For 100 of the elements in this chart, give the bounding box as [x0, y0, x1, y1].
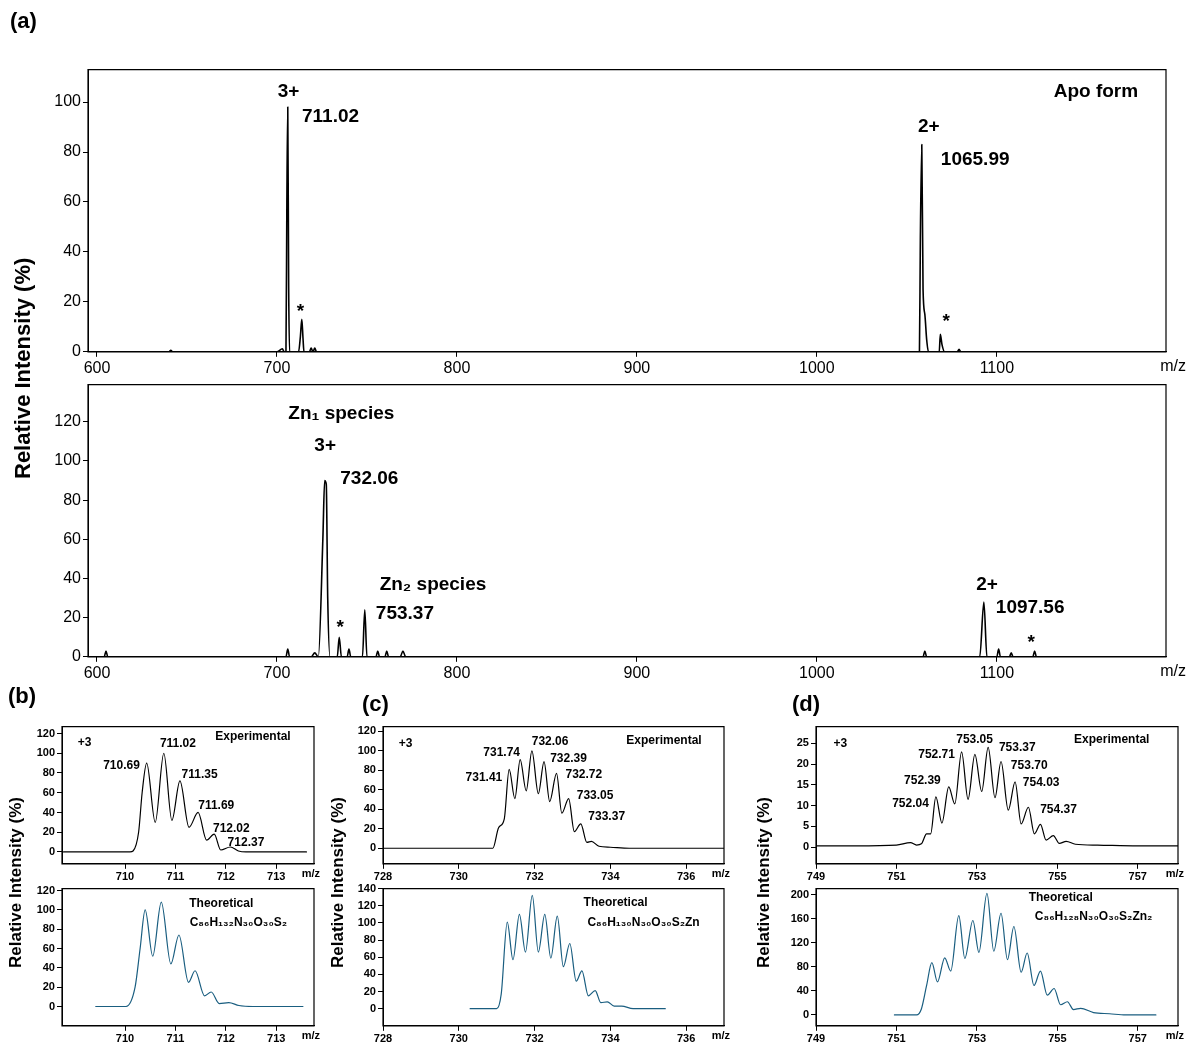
- x-axis-title: m/z: [711, 1029, 731, 1042]
- chart-title: (a): [10, 8, 37, 34]
- y-tick-label: 140: [357, 881, 376, 894]
- x-tick-label: 700: [263, 663, 291, 681]
- x-tick-label: 734: [601, 1032, 621, 1045]
- annotation: 753.37: [375, 602, 434, 624]
- annotation: 754.37: [1040, 801, 1078, 816]
- x-tick-label: 1000: [799, 663, 835, 681]
- y-tick-label: 20: [63, 292, 82, 310]
- annotation: +3: [398, 736, 413, 751]
- x-tick-label: 800: [443, 358, 471, 376]
- annotation: 731.74: [483, 745, 521, 760]
- x-axis-title: m/z: [1165, 867, 1185, 880]
- y-tick-label: 40: [42, 960, 55, 973]
- y-tick-label: 100: [36, 902, 55, 915]
- y-tick-label: 40: [363, 967, 376, 980]
- x-tick-label: 713: [267, 870, 286, 883]
- chart-title: (d): [792, 691, 821, 717]
- annotation: Theoretical: [189, 896, 254, 911]
- y-tick-label: 80: [363, 933, 376, 946]
- annotation: Apo form: [1053, 80, 1139, 102]
- y-tick-label: 60: [363, 782, 376, 795]
- y-tick-label: 40: [63, 242, 82, 260]
- y-tick-label: 80: [42, 766, 55, 779]
- annotation: 752.39: [904, 772, 942, 787]
- y-axis-title: Relative Intensity (%): [328, 796, 348, 971]
- annotation: 753.05: [956, 731, 994, 746]
- annotation: 2+: [976, 572, 998, 594]
- y-tick-label: 0: [72, 647, 82, 665]
- annotation: 711.35: [181, 767, 218, 782]
- annotation: C₈₆H₁₃₀N₃₀O₃₀S₂Zn: [587, 915, 700, 930]
- y-tick-label: 0: [802, 1008, 809, 1020]
- x-tick-label: 755: [1048, 1032, 1067, 1045]
- x-tick-label: 751: [887, 870, 906, 883]
- x-tick-label: 734: [601, 870, 621, 883]
- y-tick-label: 80: [63, 142, 82, 160]
- annotation: 754.03: [1022, 775, 1060, 790]
- x-tick-label: 757: [1128, 870, 1147, 883]
- annotation: 712.02: [212, 820, 251, 835]
- x-tick-label: 711: [166, 1032, 185, 1045]
- annotation: 1065.99: [940, 147, 1010, 169]
- y-tick-label: 160: [790, 911, 809, 924]
- x-tick-label: 713: [267, 1032, 286, 1045]
- x-tick-label: 728: [373, 870, 393, 883]
- annotation: 712.37: [227, 835, 265, 850]
- y-tick-label: 10: [796, 798, 809, 811]
- x-tick-label: 900: [623, 663, 651, 681]
- y-axis-title: Relative Intensity (%): [10, 256, 36, 481]
- annotation: 711.69: [198, 797, 235, 812]
- annotation: 753.37: [998, 740, 1036, 755]
- y-tick-label: 100: [357, 743, 376, 756]
- y-tick-label: 80: [796, 959, 809, 972]
- x-tick-label: 712: [216, 870, 235, 883]
- y-tick-label: 20: [42, 980, 55, 993]
- x-axis-title: m/z: [711, 867, 731, 880]
- x-tick-label: 800: [443, 663, 471, 681]
- annotation: *: [336, 615, 345, 637]
- annotation: 2+: [918, 115, 940, 137]
- x-tick-label: 1100: [979, 358, 1015, 376]
- y-tick-label: 80: [363, 763, 376, 776]
- x-tick-label: 749: [806, 870, 826, 883]
- y-tick-label: 20: [796, 757, 809, 770]
- y-tick-label: 40: [363, 802, 376, 815]
- x-tick-label: 710: [115, 870, 135, 883]
- y-tick-label: 60: [63, 192, 82, 210]
- x-axis-title: m/z: [1160, 357, 1186, 375]
- y-tick-label: 0: [369, 1001, 376, 1014]
- y-tick-label: 100: [54, 451, 82, 469]
- annotation: Experimental: [1074, 732, 1150, 747]
- annotation: 710.69: [103, 758, 141, 773]
- x-tick-label: 755: [1048, 870, 1067, 883]
- annotation: 1097.56: [995, 596, 1065, 618]
- x-tick-label: 600: [83, 663, 111, 681]
- annotation: C₈₆H₁₃₂N₃₀O₃₀S₂: [189, 914, 288, 929]
- x-axis-title: m/z: [1160, 662, 1186, 680]
- annotation: 711.02: [302, 105, 360, 127]
- y-tick-label: 60: [42, 941, 55, 954]
- annotation: Experimental: [626, 733, 702, 748]
- annotation: 732.06: [531, 734, 569, 749]
- x-tick-label: 730: [449, 870, 468, 883]
- annotation: 733.37: [588, 809, 626, 824]
- annotation: 753.70: [1010, 758, 1048, 773]
- annotation: Zn₂ species: [379, 572, 487, 594]
- y-tick-label: 120: [357, 724, 376, 737]
- x-tick-label: 736: [676, 870, 696, 883]
- annotation: 732.39: [550, 751, 588, 766]
- annotation: Theoretical: [1028, 889, 1093, 904]
- annotation: 731.41: [465, 770, 503, 785]
- annotation: 752.04: [892, 796, 930, 811]
- y-tick-label: 5: [802, 819, 809, 832]
- annotation: 711.02: [159, 735, 197, 750]
- y-tick-label: 0: [72, 342, 82, 360]
- annotation: +3: [833, 736, 848, 751]
- x-tick-label: 732: [525, 1032, 544, 1045]
- y-tick-label: 0: [48, 844, 55, 857]
- y-tick-label: 20: [63, 608, 82, 626]
- y-tick-label: 80: [42, 922, 55, 935]
- y-tick-label: 20: [363, 821, 376, 834]
- x-axis-title: m/z: [301, 867, 321, 880]
- y-tick-label: 20: [42, 825, 55, 838]
